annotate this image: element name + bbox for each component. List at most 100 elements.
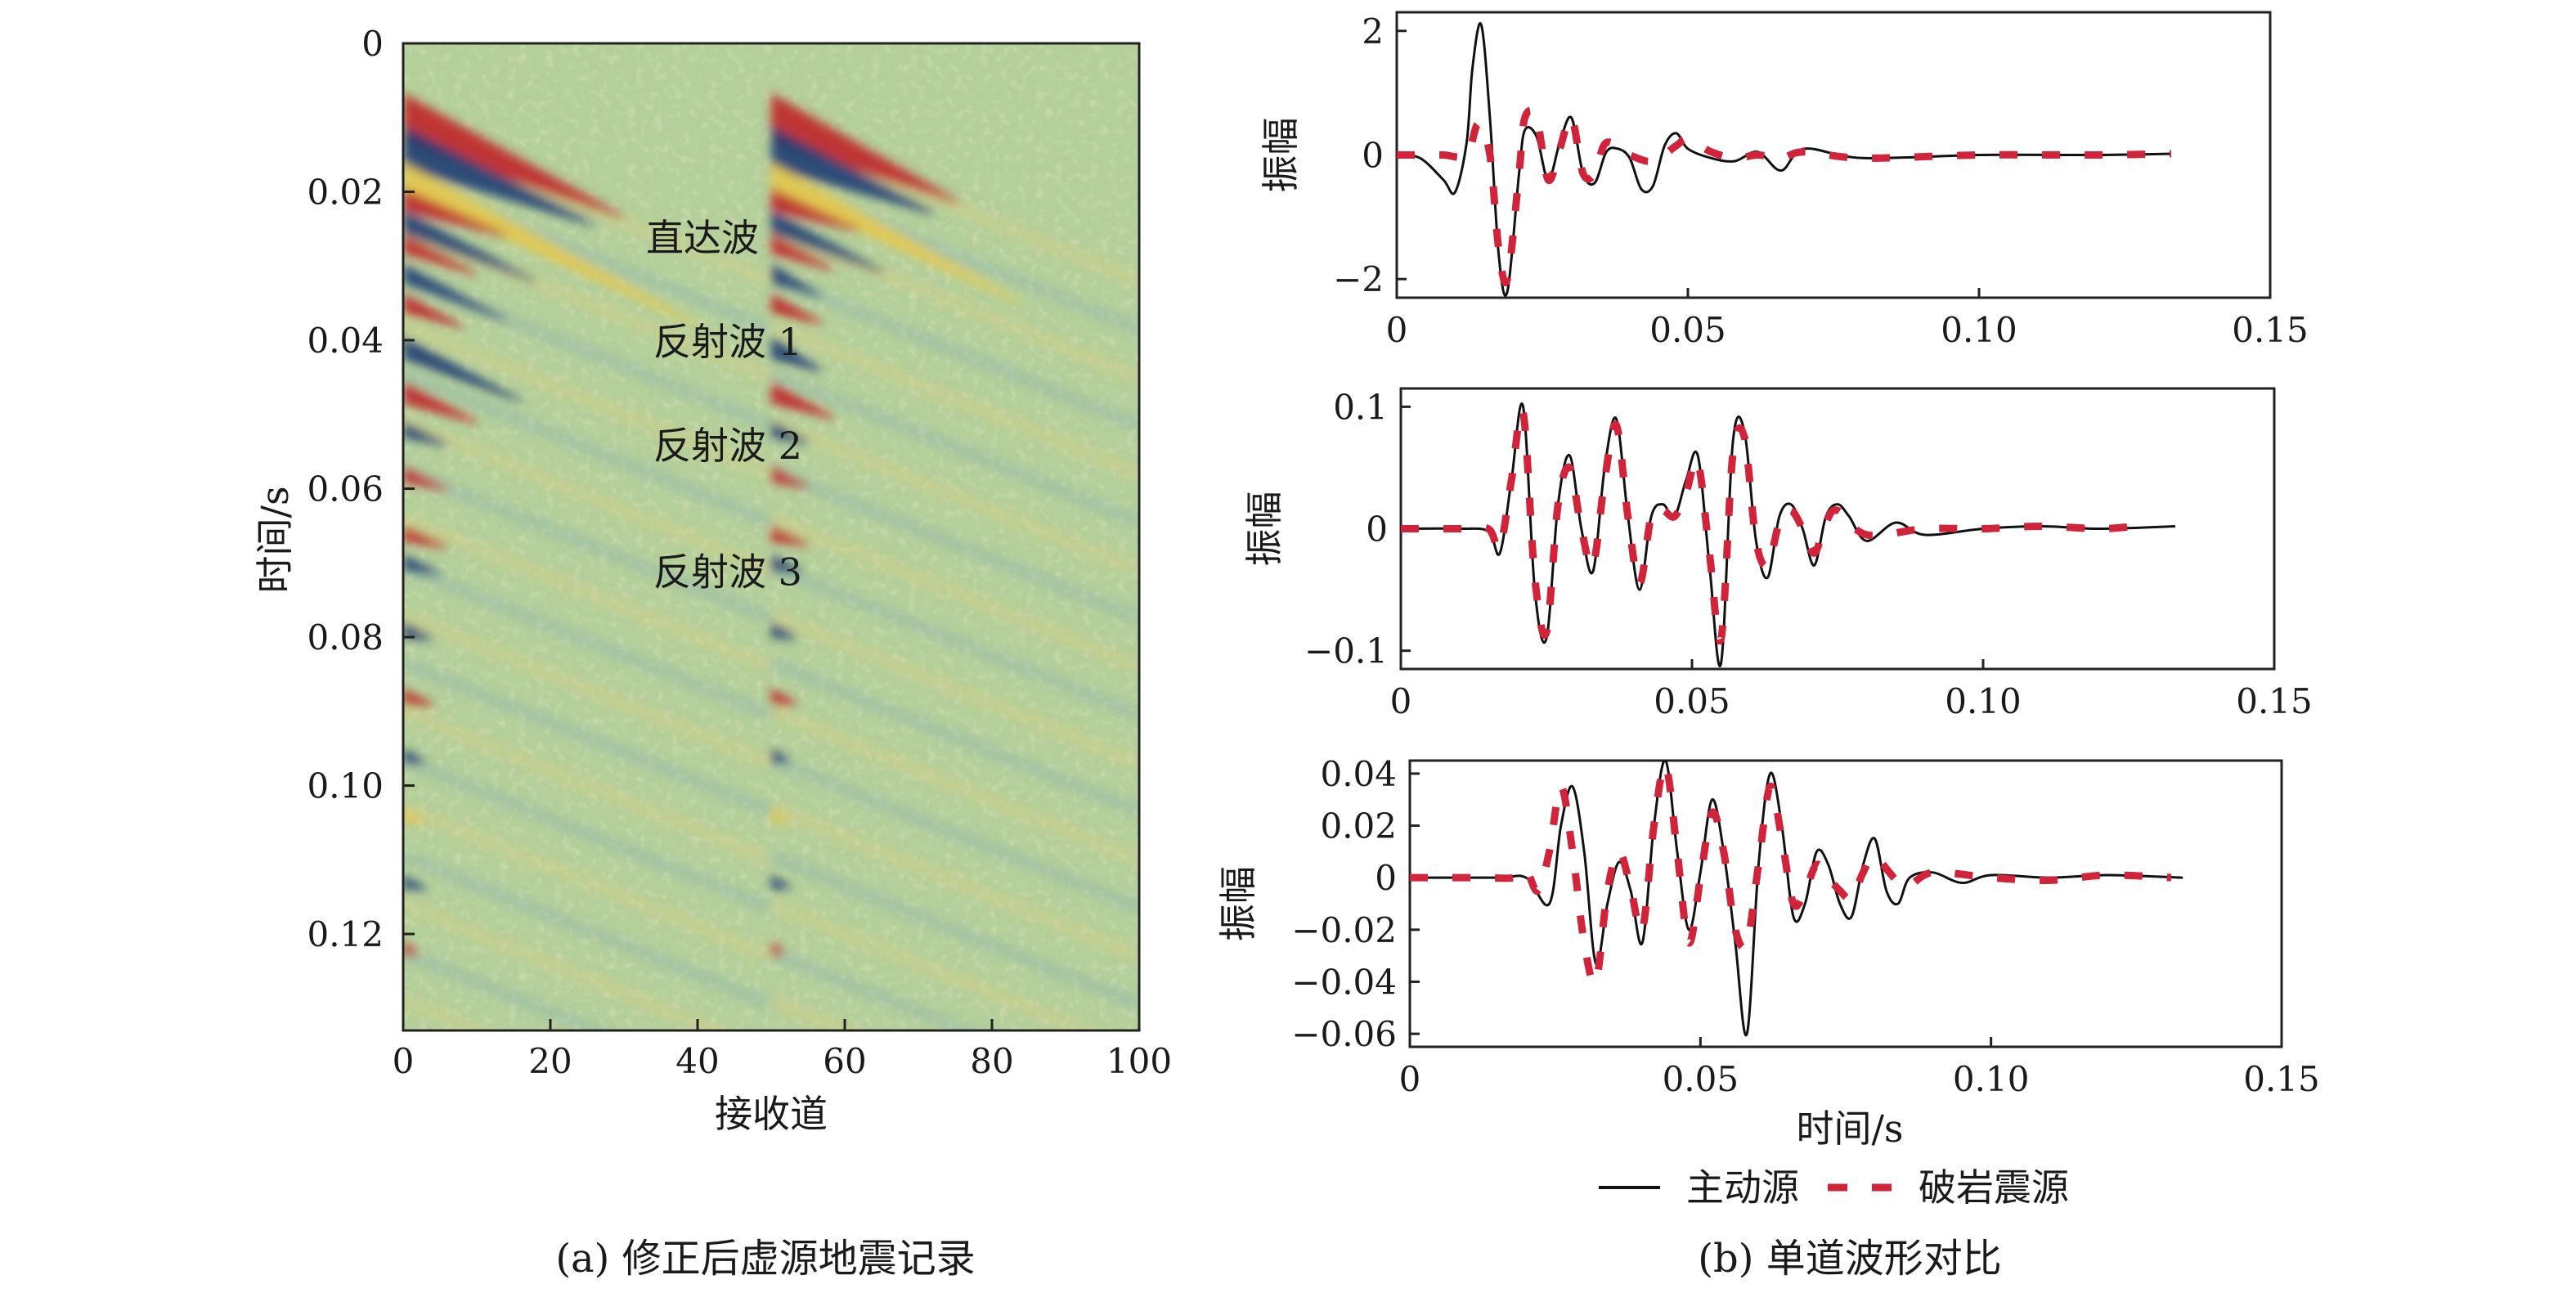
heatmap-ytick-label: 0.10	[307, 766, 384, 806]
heatmap-event-band	[771, 336, 822, 372]
heatmap-event-band	[403, 209, 536, 284]
heatmap-stripe	[769, 946, 982, 1030]
heatmap-event-band	[403, 748, 425, 765]
waveform-ylabel: 振幅	[1242, 492, 1286, 567]
heatmap-event-band	[403, 380, 477, 424]
heatmap-event-band	[771, 420, 809, 445]
heatmap-event-band	[771, 688, 797, 706]
heatmap-event-band	[771, 621, 797, 640]
heatmap-event-band	[771, 748, 790, 764]
heatmap-axes: 0 20 40 60 80 100 0 0.02 0.04 0.06 0.08 0.10 0.12	[307, 24, 1172, 1081]
waveform-ytick-label: −0.1	[1304, 631, 1388, 671]
heatmap-event-band	[771, 380, 834, 420]
heatmap-event-band	[403, 554, 440, 576]
heatmap-stripe	[769, 464, 1139, 625]
waveform-xtick-label: 0.10	[1953, 1059, 2030, 1099]
series-active-source-line	[1410, 761, 2183, 1037]
heatmap-stripe	[403, 319, 774, 480]
heatmap-event-band	[403, 234, 477, 276]
waveform-ytick-label: −0.06	[1291, 1014, 1397, 1054]
heatmap-event-band	[403, 263, 506, 322]
heatmap-event-band	[771, 941, 784, 957]
heatmap-event-band	[771, 293, 822, 325]
heatmap-xtick-label: 20	[528, 1041, 572, 1081]
waveform-ytick-label: 0.02	[1320, 806, 1397, 846]
waveform-xtick-label: 0	[1390, 681, 1412, 721]
waveform-plot-2: 0 0.05 0.10 0.15−0.100.1振幅	[1242, 387, 2313, 721]
waveform-xtick-label: 0.05	[1663, 1059, 1739, 1099]
heatmap-event-band	[403, 420, 447, 447]
heatmap-event-band	[403, 336, 521, 403]
heatmap-stripe	[403, 464, 774, 625]
heatmap-event-band	[771, 209, 884, 275]
heatmap-bands	[403, 92, 1139, 1030]
series-active-source-line	[1401, 402, 2176, 667]
waveform-ytick-label: 0.04	[1320, 754, 1397, 794]
waveform-ytick-label: −0.02	[1291, 910, 1397, 950]
heatmap-stripe	[403, 657, 774, 818]
heatmap-xtick-label: 0	[393, 1041, 415, 1081]
heatmap-stripe	[769, 753, 1139, 914]
heatmap-event-band	[771, 465, 809, 489]
heatmap-event-band	[771, 162, 1021, 305]
waveform-ytick-label: 0.1	[1333, 387, 1388, 427]
waveform-xtick-label: 0.05	[1654, 681, 1730, 721]
heatmap-xtick-label: 40	[675, 1041, 719, 1081]
heatmap-event-band	[403, 524, 447, 549]
waveform-xtick-label: 0.15	[2232, 310, 2309, 350]
legend-label-active-source: 主动源	[1686, 1165, 1799, 1210]
heatmap-event-band	[403, 465, 447, 492]
heatmap-stripe	[403, 753, 774, 914]
heatmap-stripe	[403, 898, 734, 1030]
waveform-ytick-label: −0.04	[1291, 962, 1397, 1002]
heatmap-stripe	[403, 946, 614, 1030]
series-active-source-line	[1397, 22, 2171, 297]
waveform-xtick-label: 0	[1399, 1059, 1421, 1099]
heatmap-event-band	[403, 92, 624, 220]
wave-annotation-2: 反射波 2	[653, 424, 802, 468]
wave-annotation-0: 直达波	[646, 216, 759, 260]
heatmap-ytick-label: 0.08	[307, 617, 384, 658]
heatmap-event-band	[771, 807, 790, 823]
waveform-frame	[1408, 759, 2283, 1048]
seismic-record-heatmap: 0 20 40 60 80 100 0 0.02 0.04 0.06 0.08 0.10 0.12 直达…	[253, 24, 1172, 1136]
heatmap-event-band	[403, 162, 698, 327]
heatmap-stripe	[403, 415, 774, 577]
heatmap-xtick-label: 60	[823, 1041, 866, 1081]
heatmap-event-band	[403, 807, 425, 824]
heatmap-event-band	[771, 874, 790, 890]
heatmap-event-band	[771, 126, 934, 215]
heatmap-ytick-label: 0.06	[307, 469, 384, 510]
heatmap-ytick-label: 0.04	[307, 321, 384, 361]
heatmap-stripe	[769, 850, 1139, 1011]
heatmap-frame	[402, 42, 1141, 1032]
heatmap-event-band	[771, 187, 859, 232]
caption-panel-b: (b) 单道波形对比	[1698, 1236, 2001, 1282]
heatmap-event-band	[771, 554, 803, 574]
heatmap-stripe	[769, 367, 1139, 528]
heatmap-stripe	[403, 560, 774, 721]
heatmap-stripe	[403, 850, 774, 1011]
waveform-series-group	[1401, 402, 2176, 667]
heatmap-stripe	[403, 705, 774, 866]
waveform-ytick-label: −2	[1333, 259, 1384, 299]
wave-annotation-3: 反射波 3	[653, 550, 802, 594]
heatmap-stripe	[769, 994, 863, 1030]
heatmap-event-band	[403, 126, 595, 227]
legend: 主动源 破岩震源	[1599, 1165, 2069, 1210]
waveform-xtick-label: 0	[1386, 310, 1408, 350]
waveform-ytick-label: 0	[1375, 858, 1397, 898]
heatmap-event-band	[403, 293, 462, 329]
waveform-xtick-label: 0.10	[1945, 681, 2022, 721]
heatmap-stripe	[769, 271, 1139, 432]
heatmap-stripe	[769, 705, 1139, 866]
heatmap-xlabel: 接收道	[715, 1092, 828, 1136]
wave-annotation-1: 反射波 1	[653, 320, 802, 364]
heatmap-stripe	[769, 512, 1139, 673]
heatmap-stripe	[403, 994, 495, 1030]
waveform-xlabel: 时间/s	[1796, 1107, 1903, 1151]
heatmap-event-band	[771, 92, 959, 204]
